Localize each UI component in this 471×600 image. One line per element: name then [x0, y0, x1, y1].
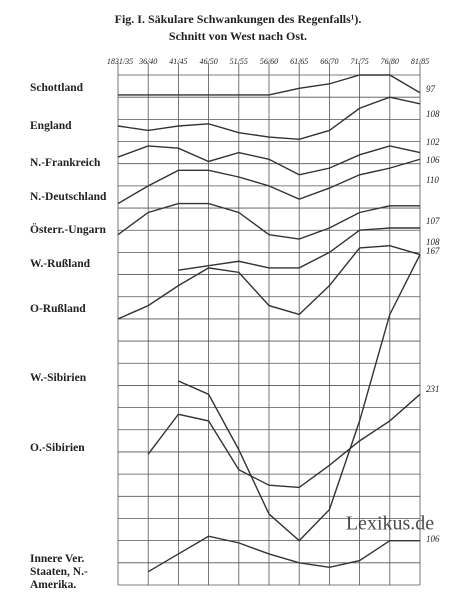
series-line — [117, 96, 421, 141]
end-label: 106 — [426, 155, 440, 165]
end-label: 167 — [426, 246, 440, 256]
x-tick-label: 66/70 — [320, 57, 338, 66]
x-tick-label: 61/65 — [290, 57, 308, 66]
x-tick-label: 71/75 — [350, 57, 368, 66]
watermark: Lexikus.de — [346, 513, 434, 535]
series-line — [178, 254, 421, 542]
series-name: England — [30, 120, 72, 132]
series-line — [147, 393, 421, 489]
series-name: Schottland — [30, 82, 84, 94]
x-tick-label: 56/60 — [260, 57, 278, 66]
end-label: 110 — [426, 175, 439, 185]
end-label: 102 — [426, 137, 440, 147]
series-name: W.-Sibirien — [30, 372, 87, 384]
x-tick-label: 41/45 — [169, 57, 187, 66]
series-line — [118, 74, 421, 96]
x-tick-label: 76/80 — [381, 57, 399, 66]
series-name: W.-Rußland — [30, 258, 90, 270]
end-label: 97 — [426, 84, 436, 94]
series-line — [147, 535, 420, 573]
series-name: O.-Sibirien — [30, 442, 85, 454]
series-line — [117, 202, 420, 240]
end-label: 231 — [426, 384, 440, 394]
series-name: Innere Ver. Staaten, N.-Amerika. — [30, 553, 88, 591]
chart-title: Fig. I. Säkulare Schwankungen des Regenf… — [115, 12, 362, 26]
end-label: 108 — [426, 237, 440, 247]
chart-subtitle: Schnitt von West nach Ost. — [169, 29, 307, 43]
series-line — [117, 245, 421, 320]
series-name: N.-Frankreich — [30, 157, 101, 169]
series-line — [117, 145, 421, 176]
end-label: 108 — [426, 109, 440, 119]
series-line — [117, 158, 421, 205]
series-name: O-Rußland — [30, 303, 86, 315]
series-name: Österr.-Ungarn — [30, 224, 106, 236]
x-tick-label: 46/50 — [199, 57, 217, 66]
x-tick-label: 36/40 — [138, 57, 157, 66]
series-name: N.-Deutschland — [30, 191, 107, 203]
x-tick-label: 81/85 — [411, 57, 429, 66]
end-label: 107 — [426, 216, 440, 226]
end-label: 106 — [426, 534, 440, 544]
series-line — [178, 227, 420, 271]
x-tick-label: 1831/35 — [107, 57, 133, 66]
x-tick-label: 51/55 — [230, 57, 248, 66]
